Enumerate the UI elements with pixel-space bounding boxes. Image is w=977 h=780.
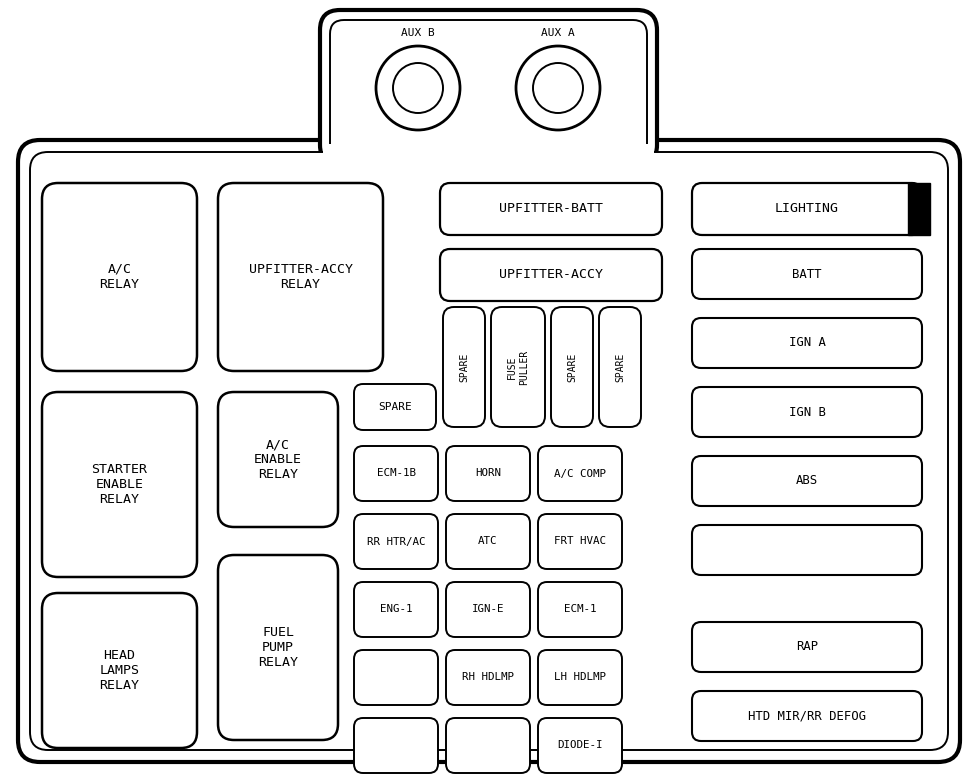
Text: SPARE: SPARE [459, 353, 469, 381]
FancyBboxPatch shape [538, 582, 622, 637]
FancyBboxPatch shape [443, 307, 485, 427]
Text: HEAD
LAMPS
RELAY: HEAD LAMPS RELAY [100, 649, 140, 692]
FancyBboxPatch shape [538, 718, 622, 773]
Text: SPARE: SPARE [615, 353, 625, 381]
FancyBboxPatch shape [218, 392, 338, 527]
FancyBboxPatch shape [330, 20, 647, 161]
FancyBboxPatch shape [440, 249, 662, 301]
Text: A/C
RELAY: A/C RELAY [100, 263, 140, 291]
Text: STARTER
ENABLE
RELAY: STARTER ENABLE RELAY [92, 463, 148, 506]
FancyBboxPatch shape [354, 514, 438, 569]
Text: ECM-1: ECM-1 [564, 604, 596, 615]
Text: SPARE: SPARE [378, 402, 412, 412]
Text: RR HTR/AC: RR HTR/AC [366, 537, 425, 547]
FancyBboxPatch shape [692, 691, 922, 741]
FancyBboxPatch shape [692, 249, 922, 299]
Text: ATC: ATC [479, 537, 497, 547]
Circle shape [533, 63, 583, 113]
Circle shape [376, 46, 460, 130]
FancyBboxPatch shape [692, 387, 922, 437]
FancyBboxPatch shape [599, 307, 641, 427]
Text: BATT: BATT [792, 268, 822, 281]
FancyBboxPatch shape [538, 650, 622, 705]
Text: LIGHTING: LIGHTING [775, 203, 839, 215]
Circle shape [393, 63, 443, 113]
Bar [908, 183, 930, 235]
Bar [323, 144, 654, 162]
FancyBboxPatch shape [692, 456, 922, 506]
FancyBboxPatch shape [446, 514, 530, 569]
Text: FRT HVAC: FRT HVAC [554, 537, 606, 547]
Text: ECM-1B: ECM-1B [376, 469, 415, 478]
FancyBboxPatch shape [320, 10, 657, 165]
Text: IGN-E: IGN-E [472, 604, 504, 615]
FancyBboxPatch shape [538, 446, 622, 501]
FancyBboxPatch shape [354, 582, 438, 637]
Text: RH HDLMP: RH HDLMP [462, 672, 514, 682]
FancyBboxPatch shape [218, 183, 383, 371]
Text: UPFITTER-ACCY: UPFITTER-ACCY [499, 268, 603, 282]
FancyBboxPatch shape [551, 307, 593, 427]
Text: ABS: ABS [796, 474, 818, 488]
FancyBboxPatch shape [440, 183, 662, 235]
FancyBboxPatch shape [42, 392, 197, 577]
Text: A/C
ENABLE
RELAY: A/C ENABLE RELAY [254, 438, 302, 481]
FancyBboxPatch shape [692, 525, 922, 575]
Text: IGN B: IGN B [788, 406, 826, 419]
Text: UPFITTER-ACCY
RELAY: UPFITTER-ACCY RELAY [248, 263, 353, 291]
Circle shape [516, 46, 600, 130]
FancyBboxPatch shape [354, 384, 436, 430]
Text: UPFITTER-BATT: UPFITTER-BATT [499, 203, 603, 215]
Text: IGN A: IGN A [788, 336, 826, 349]
FancyBboxPatch shape [354, 446, 438, 501]
Text: RAP: RAP [796, 640, 818, 654]
FancyBboxPatch shape [446, 718, 530, 773]
FancyBboxPatch shape [354, 718, 438, 773]
FancyBboxPatch shape [30, 152, 948, 750]
Text: FUEL
PUMP
RELAY: FUEL PUMP RELAY [258, 626, 298, 669]
Text: AUX B: AUX B [402, 28, 435, 38]
FancyBboxPatch shape [354, 650, 438, 705]
Text: FUSE
PULLER: FUSE PULLER [507, 349, 529, 385]
FancyBboxPatch shape [692, 622, 922, 672]
FancyBboxPatch shape [18, 140, 960, 762]
FancyBboxPatch shape [42, 183, 197, 371]
Text: LH HDLMP: LH HDLMP [554, 672, 606, 682]
FancyBboxPatch shape [491, 307, 545, 427]
FancyBboxPatch shape [692, 318, 922, 368]
FancyBboxPatch shape [42, 593, 197, 748]
FancyBboxPatch shape [446, 446, 530, 501]
FancyBboxPatch shape [538, 514, 622, 569]
FancyBboxPatch shape [692, 183, 922, 235]
FancyBboxPatch shape [218, 555, 338, 740]
Text: SPARE: SPARE [567, 353, 577, 381]
FancyBboxPatch shape [446, 650, 530, 705]
FancyBboxPatch shape [446, 582, 530, 637]
Text: A/C COMP: A/C COMP [554, 469, 606, 478]
Text: HTD MIR/RR DEFOG: HTD MIR/RR DEFOG [748, 710, 866, 722]
Bar [333, 148, 644, 162]
Text: DIODE-I: DIODE-I [557, 740, 603, 750]
Text: AUX A: AUX A [541, 28, 574, 38]
Text: HORN: HORN [475, 469, 501, 478]
Text: ENG-1: ENG-1 [380, 604, 412, 615]
